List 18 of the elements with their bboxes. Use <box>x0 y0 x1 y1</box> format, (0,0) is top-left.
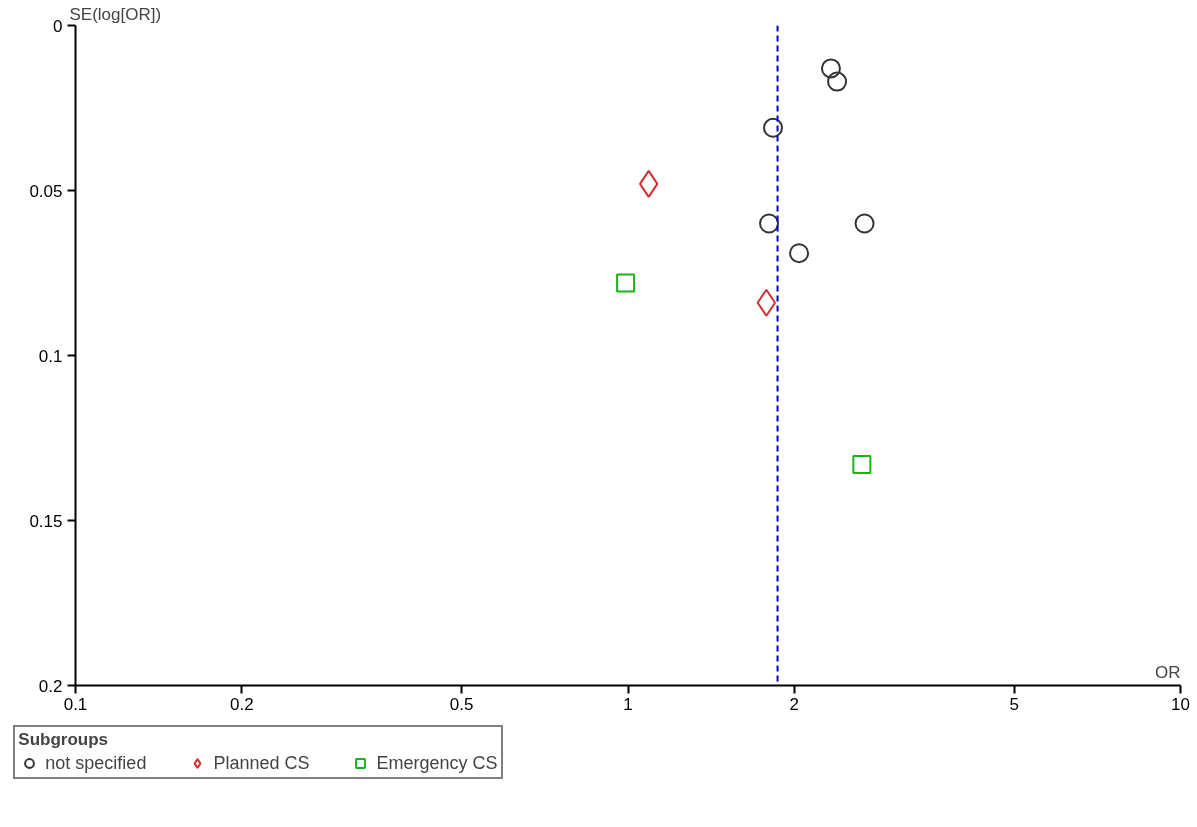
y-tick-label: 0.05 <box>29 181 63 201</box>
x-tick-label: 0.1 <box>63 694 88 714</box>
y-tick-label: 0.15 <box>29 511 63 531</box>
legend-label: not specified <box>45 752 147 774</box>
y-tick-label: 0 <box>53 16 63 36</box>
x-tick-label: 0.5 <box>449 694 474 714</box>
legend-label: Emergency CS <box>376 752 498 774</box>
legend-title: Subgroups <box>18 730 110 750</box>
x-tick-label: 0.2 <box>230 694 254 714</box>
y-tick-label: 0.2 <box>38 676 63 696</box>
x-tick-label: 10 <box>1171 694 1190 714</box>
y-axis-title: SE(log[OR]) <box>69 4 162 24</box>
x-tick-label: 2 <box>789 694 800 714</box>
y-tick-label: 0.1 <box>38 346 63 366</box>
legend-label: Planned CS <box>213 752 310 774</box>
x-tick-label: 5 <box>1009 694 1019 714</box>
x-tick-label: 1 <box>623 694 633 714</box>
x-axis-title: OR <box>1155 662 1181 682</box>
